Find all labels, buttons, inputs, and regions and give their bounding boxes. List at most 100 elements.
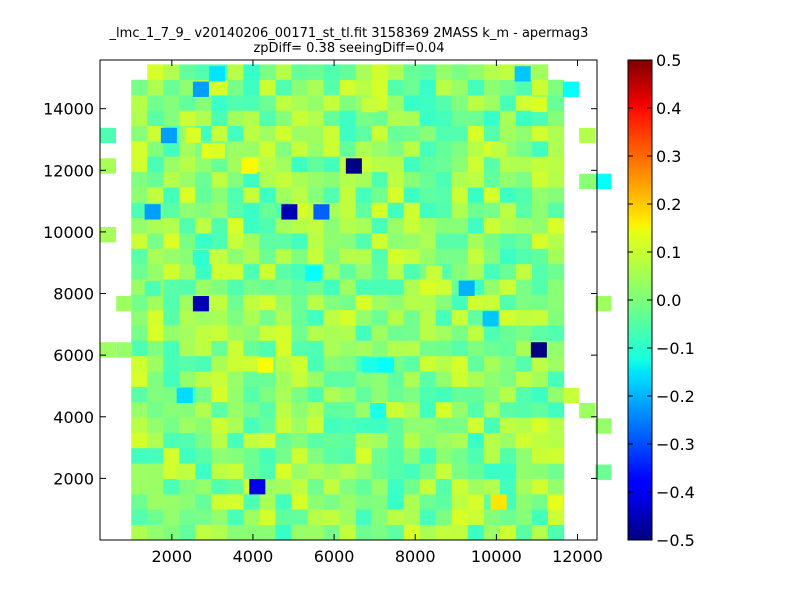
heatmap-cell	[259, 309, 276, 326]
heatmap-cell	[307, 309, 324, 326]
heatmap-cell-highlight	[100, 342, 117, 358]
heatmap-cell	[323, 217, 340, 234]
heatmap-cell	[131, 478, 148, 495]
heatmap-cell	[371, 64, 388, 81]
heatmap-cell	[131, 355, 148, 372]
heatmap-cell	[291, 493, 308, 510]
heatmap-cell	[451, 171, 469, 188]
heatmap-cell	[243, 263, 260, 280]
heatmap-cell	[211, 125, 228, 142]
heatmap-cell	[531, 79, 549, 96]
heatmap-cell	[355, 141, 372, 157]
heatmap-cell	[371, 478, 388, 495]
heatmap-cell	[243, 95, 260, 111]
heatmap-cell	[467, 64, 485, 81]
heatmap-cell	[435, 509, 453, 525]
heatmap-cell	[275, 309, 292, 326]
heatmap-cell	[499, 156, 517, 173]
heatmap-cell	[515, 432, 533, 449]
heatmap-cell	[419, 355, 437, 372]
heatmap-cell-highlight	[579, 402, 596, 419]
heatmap-cell	[323, 463, 340, 479]
heatmap-cell	[131, 79, 148, 96]
heatmap-cell	[467, 187, 485, 203]
heatmap-cell	[483, 64, 501, 81]
heatmap-cell	[291, 217, 308, 234]
heatmap-cell	[179, 279, 196, 295]
heatmap-cell	[339, 417, 356, 433]
heatmap-cell	[467, 294, 485, 311]
heatmap-cell	[483, 263, 501, 280]
heatmap-cell	[515, 509, 533, 525]
heatmap-cell	[499, 125, 517, 142]
heatmap-cell	[547, 478, 565, 495]
heatmap-cell	[179, 340, 196, 357]
heatmap-cell	[275, 432, 292, 449]
heatmap-cell	[195, 386, 212, 403]
heatmap-cell	[339, 248, 356, 265]
heatmap-cell	[195, 524, 212, 541]
heatmap-cell	[355, 340, 372, 357]
heatmap-cell	[419, 171, 437, 188]
heatmap-cell	[291, 110, 308, 127]
heatmap-cell	[163, 110, 180, 127]
heatmap-cell	[403, 478, 421, 495]
heatmap-cell	[259, 279, 276, 295]
heatmap-cell	[259, 371, 276, 387]
heatmap-cell	[371, 447, 388, 464]
heatmap-cell-highlight	[209, 143, 226, 159]
heatmap-cell	[451, 371, 469, 387]
heatmap-cell	[483, 401, 501, 418]
heatmap-cell-highlight	[377, 357, 394, 373]
heatmap-cell	[355, 447, 372, 464]
heatmap-cell	[307, 524, 324, 541]
heatmap-cell	[483, 171, 501, 188]
heatmap-cell	[291, 95, 308, 111]
heatmap-cell	[451, 110, 469, 127]
heatmap-cell	[163, 217, 180, 234]
heatmap-cell	[147, 171, 164, 188]
heatmap-cell	[435, 355, 453, 372]
heatmap-cell	[467, 202, 485, 219]
heatmap-cell	[387, 478, 404, 495]
heatmap-cell	[547, 279, 565, 295]
heatmap-cell-highlight	[176, 387, 193, 404]
heatmap-cell	[195, 156, 212, 173]
heatmap-cell	[547, 217, 565, 234]
heatmap-cell	[403, 371, 421, 387]
heatmap-cell	[355, 478, 372, 495]
heatmap-cell	[499, 340, 517, 357]
heatmap-cell-highlight	[313, 204, 330, 220]
heatmap-cell	[515, 110, 533, 127]
heatmap-cell	[131, 156, 148, 173]
heatmap-cell	[515, 141, 533, 157]
heatmap-cell	[131, 401, 148, 418]
heatmap-cell	[275, 447, 292, 464]
heatmap-cell	[339, 187, 356, 203]
heatmap-cell	[387, 325, 404, 341]
heatmap-cell	[291, 432, 308, 449]
heatmap-cell	[179, 64, 196, 81]
heatmap-cell	[403, 524, 421, 541]
heatmap-cell	[531, 64, 549, 81]
heatmap-cell	[259, 248, 276, 265]
colorbar-tick-label: −0.4	[656, 483, 695, 502]
heatmap-cell	[243, 355, 260, 372]
heatmap-cell	[227, 202, 244, 219]
heatmap-cell	[131, 371, 148, 387]
heatmap-cell	[259, 447, 276, 464]
heatmap-cell	[371, 248, 388, 265]
heatmap-cell	[547, 294, 565, 311]
heatmap-cell-highlight	[144, 204, 161, 220]
colorbar-tick-label: 0.1	[656, 243, 681, 262]
heatmap-cell	[307, 141, 324, 157]
heatmap-cell	[307, 386, 324, 403]
heatmap-cell	[307, 371, 324, 387]
heatmap-cell	[451, 386, 469, 403]
heatmap-cell	[387, 386, 404, 403]
heatmap-cell	[547, 309, 565, 326]
heatmap-cell	[403, 493, 421, 510]
heatmap-cell	[179, 233, 196, 249]
heatmap-cell	[547, 524, 565, 541]
heatmap-cell-highlight	[547, 494, 564, 510]
